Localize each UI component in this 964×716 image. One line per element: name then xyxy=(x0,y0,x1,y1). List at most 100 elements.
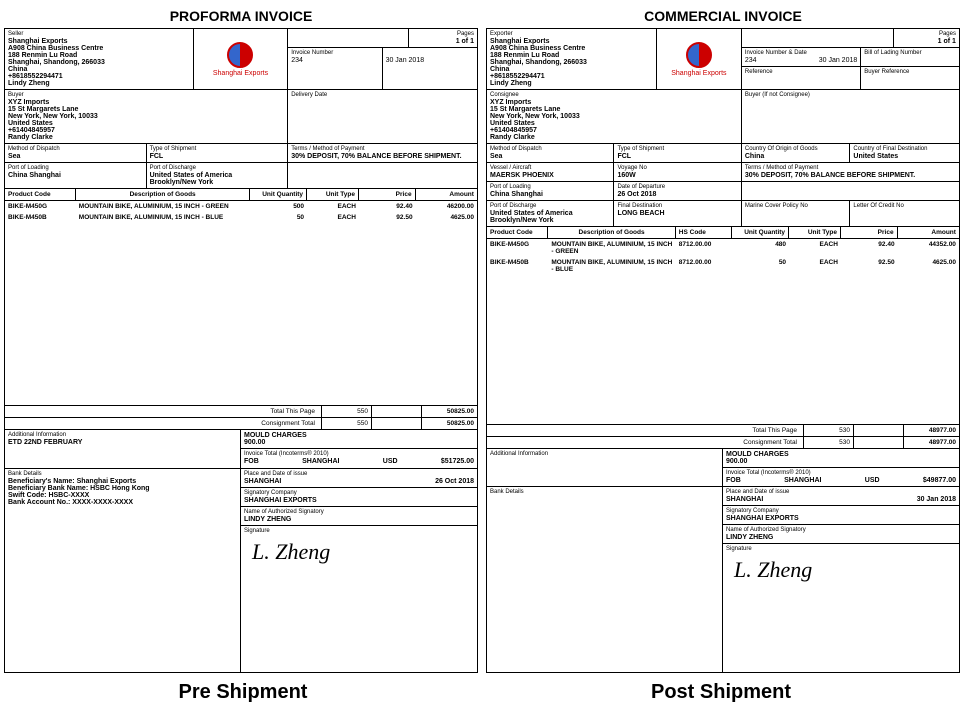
buyer-addr2: New York, New York, 10033 xyxy=(8,113,284,120)
sig-label: Signature xyxy=(244,528,474,534)
exporter-addr2: 188 Renmin Lu Road xyxy=(490,52,653,59)
shiptype-label: Type of Shipment xyxy=(150,146,285,152)
commercial-sheet: Exporter Shanghai Exports A908 China Bus… xyxy=(486,28,960,673)
shiptype-value: FCL xyxy=(617,153,737,160)
logo-icon xyxy=(227,42,253,68)
line-items-header: Product Code Description of Goods Unit Q… xyxy=(5,189,477,201)
consignee-country: United States xyxy=(490,120,738,127)
invtotal-cur: USD xyxy=(383,458,398,465)
loc-label: Letter Of Credit No xyxy=(853,203,956,209)
seller-addr2: 188 Renmin Lu Road xyxy=(8,52,190,59)
invdate-value: 30 Jan 2018 xyxy=(386,57,474,64)
line-amount: 4625.00 xyxy=(898,257,959,275)
line-type: EACH xyxy=(307,212,359,223)
col-desc: Description of Goods xyxy=(76,189,251,200)
col-code: Product Code xyxy=(487,227,548,238)
seller-addr1: A908 China Business Centre xyxy=(8,45,190,52)
voyage-label: Voyage No xyxy=(617,165,737,171)
invno-value: 234 xyxy=(291,57,378,64)
vessel-value: MAERSK PHOENIX xyxy=(490,172,610,179)
totpage-qty: 550 xyxy=(322,406,372,417)
sig-label: Signature xyxy=(726,546,956,552)
invno-value: 234 xyxy=(745,57,757,64)
totpage-qty: 530 xyxy=(804,425,854,436)
voyage-value: 160W xyxy=(617,172,737,179)
logo-text: Shanghai Exports xyxy=(671,70,726,77)
seller-contact: Lindy Zheng xyxy=(8,80,190,87)
shiptype-label: Type of Shipment xyxy=(617,146,737,152)
col-price: Price xyxy=(841,227,898,238)
terms-label: Terms / Method of Payment xyxy=(291,146,474,152)
sigco-value: SHANGHAI EXPORTS xyxy=(726,515,956,522)
exporter-addr3: Shanghai, Shandong, 266033 xyxy=(490,59,653,66)
buyer-contact: Randy Clarke xyxy=(8,134,284,141)
buyer-phone: +61404845957 xyxy=(8,127,284,134)
authsig-value: LINDY ZHENG xyxy=(726,534,956,541)
consignee-addr1: 15 St Margarets Lane xyxy=(490,106,738,113)
line-desc: MOUNTAIN BIKE, ALUMINIUM, 15 INCH - GREE… xyxy=(548,239,675,257)
line-desc: MOUNTAIN BIKE, ALUMINIUM, 15 INCH - BLUE xyxy=(548,257,675,275)
line-qty: 50 xyxy=(250,212,307,223)
caption-post: Post Shipment xyxy=(482,673,960,712)
documents-row: PROFORMA INVOICE Seller Shanghai Exports… xyxy=(4,4,960,673)
portload-value: China Shanghai xyxy=(490,191,610,198)
line-code: BIKE-M450B xyxy=(487,257,548,275)
proforma-sheet: Seller Shanghai Exports A908 China Busin… xyxy=(4,28,478,673)
line-qty: 500 xyxy=(250,201,307,212)
totcons-qty: 530 xyxy=(804,437,854,448)
portload-label: Port of Loading xyxy=(490,184,610,190)
totpage-label: Total This Page xyxy=(5,406,322,417)
ref-label: Reference xyxy=(745,69,857,75)
line-qty: 480 xyxy=(732,239,789,257)
line-items: BIKE-M450G MOUNTAIN BIKE, ALUMINIUM, 15 … xyxy=(5,201,477,405)
invtotal-cur: USD xyxy=(865,477,880,484)
invtotal-place: SHANGHAI xyxy=(302,458,339,465)
commercial-invoice: COMMERCIAL INVOICE Exporter Shanghai Exp… xyxy=(486,4,960,673)
pages-value: 1 of 1 xyxy=(412,38,474,45)
placedate-date: 26 Oct 2018 xyxy=(435,478,474,485)
commercial-title: COMMERCIAL INVOICE xyxy=(486,4,960,28)
pages-value: 1 of 1 xyxy=(897,38,956,45)
seller-addr3: Shanghai, Shandong, 266033 xyxy=(8,59,190,66)
seller-label: Seller xyxy=(8,31,190,37)
portdisch-v2: Brooklyn/New York xyxy=(490,217,610,224)
line-code: BIKE-M450B xyxy=(5,212,76,223)
line-hs: 8712.00.00 xyxy=(676,239,733,257)
addinfo-label: Additional Information xyxy=(490,451,719,457)
line-type: EACH xyxy=(307,201,359,212)
portload-label: Port of Loading xyxy=(8,165,143,171)
portdisch-label: Port of Discharge xyxy=(490,203,610,209)
buyerref-label: Buyer Reference xyxy=(864,69,956,75)
col-type: Unit Type xyxy=(307,189,359,200)
col-code: Product Code xyxy=(5,189,76,200)
totpage-label: Total This Page xyxy=(487,425,804,436)
invtotal-label: Invoice Total (Incoterms® 2010) xyxy=(726,470,956,476)
authsig-label: Name of Authorized Signatory xyxy=(726,527,956,533)
line-price: 92.40 xyxy=(359,201,416,212)
placedate-place: SHANGHAI xyxy=(726,496,763,503)
buyer2-label: Buyer (If not Consignee) xyxy=(745,92,956,98)
line-type: EACH xyxy=(789,239,841,257)
bank-l2: Beneficiary Bank Name: HSBC Hong Kong xyxy=(8,485,237,492)
signature: L. Zheng xyxy=(244,535,474,569)
dispatch-value: Sea xyxy=(8,153,143,160)
seller-phone: +8618552294471 xyxy=(8,73,190,80)
portload-value: China Shanghai xyxy=(8,172,143,179)
consignee-label: Consignee xyxy=(490,92,738,98)
exporter-phone: +8618552294471 xyxy=(490,73,653,80)
totcons-amt: 48977.00 xyxy=(904,437,959,448)
delivdate-label: Delivery Date xyxy=(291,92,474,98)
exporter-contact: Lindy Zheng xyxy=(490,80,653,87)
logo-icon xyxy=(686,42,712,68)
totcons-label: Consignment Total xyxy=(487,437,804,448)
seller-country: China xyxy=(8,66,190,73)
proforma-invoice: PROFORMA INVOICE Seller Shanghai Exports… xyxy=(4,4,478,673)
totcons-qty: 550 xyxy=(322,418,372,429)
line-desc: MOUNTAIN BIKE, ALUMINIUM, 15 INCH - GREE… xyxy=(76,201,251,212)
bank-label: Bank Details xyxy=(490,489,719,495)
proforma-title: PROFORMA INVOICE xyxy=(4,4,478,28)
totpage-amt: 50825.00 xyxy=(422,406,477,417)
depart-value: 26 Oct 2018 xyxy=(617,191,737,198)
col-price: Price xyxy=(359,189,416,200)
mould-label: MOULD CHARGES xyxy=(726,451,956,458)
